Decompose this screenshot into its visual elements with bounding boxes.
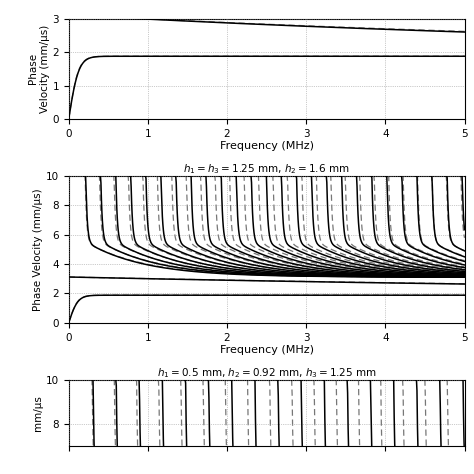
X-axis label: Frequency (MHz): Frequency (MHz) <box>219 141 314 151</box>
Y-axis label: mm/μs: mm/μs <box>33 395 43 431</box>
Y-axis label: Phase
Velocity (mm/μs): Phase Velocity (mm/μs) <box>28 25 50 113</box>
Title: $h_1 = 0.5$ mm, $h_2 = 0.92$ mm, $h_3 = 1.25$ mm: $h_1 = 0.5$ mm, $h_2 = 0.92$ mm, $h_3 = … <box>157 366 376 380</box>
Y-axis label: Phase Velocity (mm/μs): Phase Velocity (mm/μs) <box>33 188 43 311</box>
X-axis label: Frequency (MHz): Frequency (MHz) <box>219 345 314 356</box>
Title: $h_1 = h_3 = 1.25$ mm, $h_2 = 1.6$ mm: $h_1 = h_3 = 1.25$ mm, $h_2 = 1.6$ mm <box>183 162 350 176</box>
